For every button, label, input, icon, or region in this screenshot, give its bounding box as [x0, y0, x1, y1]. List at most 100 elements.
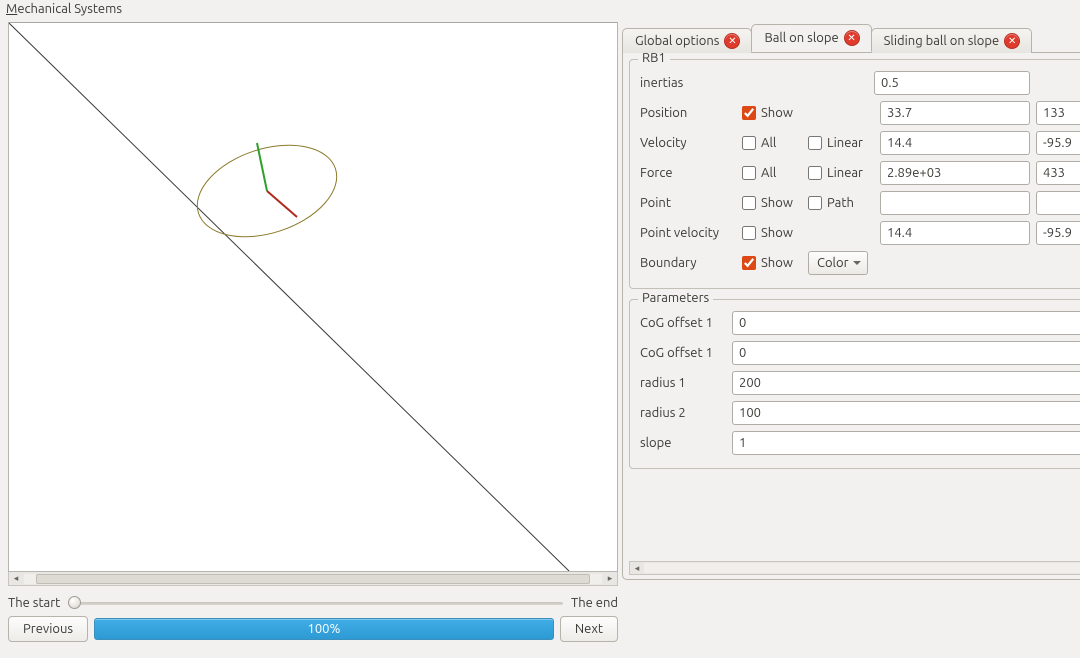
label-slope: slope	[640, 436, 726, 450]
checkbox-velocity-all[interactable]: All	[742, 136, 802, 150]
checkbox-position-show-input[interactable]	[742, 106, 756, 120]
close-icon[interactable]: ✕	[1005, 34, 1019, 48]
progress-bar: 100%	[94, 618, 554, 640]
checkbox-point-path[interactable]: Path	[808, 196, 874, 210]
close-icon[interactable]: ✕	[845, 31, 859, 45]
row-point-velocity: Point velocity Show	[640, 218, 1080, 248]
time-slider-row: The start The end	[8, 596, 618, 610]
simulation-canvas[interactable]	[8, 22, 618, 572]
group-rb1: RB1 inertias Position Show	[629, 59, 1080, 289]
input-radius-2[interactable]	[732, 401, 1080, 425]
scroll-right-icon[interactable]: ▸	[603, 573, 617, 585]
time-slider[interactable]	[68, 596, 563, 610]
title-text: echanical Systems	[17, 2, 122, 16]
checkbox-force-all-input[interactable]	[742, 166, 756, 180]
left-pane: ◂ ▸ The start The end Previous 100%	[0, 20, 618, 640]
window-title: Mechanical Systems	[0, 0, 1080, 20]
previous-button[interactable]: Previous	[8, 616, 88, 642]
group-rb1-legend: RB1	[638, 51, 670, 65]
checkbox-position-show[interactable]: Show	[742, 106, 802, 120]
input-point-2[interactable]	[1036, 191, 1080, 215]
row-cog-offset-1a: CoG offset 1	[640, 308, 1080, 338]
nav-button-row: Previous 100% Next	[8, 616, 618, 642]
next-button[interactable]: Next	[560, 616, 618, 642]
checkbox-boundary-show-label: Show	[761, 256, 793, 270]
scroll-track[interactable]	[644, 563, 1080, 573]
row-boundary: Boundary Show Color	[640, 248, 1080, 278]
checkbox-point-show-input[interactable]	[742, 196, 756, 210]
progress-text: 100%	[307, 622, 340, 636]
scroll-track[interactable]	[24, 574, 602, 584]
checkbox-force-linear-label: Linear	[827, 166, 863, 180]
input-velocity-1[interactable]	[880, 131, 1030, 155]
tab-label: Sliding ball on slope	[884, 34, 1000, 48]
input-pointvel-2[interactable]	[1036, 221, 1080, 245]
tab-ball-on-slope[interactable]: Ball on slope ✕	[751, 24, 871, 52]
label-radius-1: radius 1	[640, 376, 726, 390]
row-radius-2: radius 2	[640, 398, 1080, 428]
checkbox-velocity-linear-input[interactable]	[808, 136, 822, 150]
label-cog-offset-1a: CoG offset 1	[640, 316, 726, 330]
checkbox-velocity-linear-label: Linear	[827, 136, 863, 150]
tab-global-options[interactable]: Global options ✕	[622, 28, 752, 53]
label-velocity: Velocity	[640, 136, 736, 150]
right-pane: Global options ✕ Ball on slope ✕ Sliding…	[618, 20, 1080, 640]
select-boundary-color[interactable]: Color	[808, 251, 868, 275]
input-inertias[interactable]	[874, 71, 1030, 95]
checkbox-pointvel-show-label: Show	[761, 226, 793, 240]
checkbox-point-path-input[interactable]	[808, 196, 822, 210]
panel-horizontal-scrollbar[interactable]: ◂ ▸	[629, 561, 1080, 575]
content-area: ◂ ▸ The start The end Previous 100%	[0, 20, 1080, 640]
checkbox-pointvel-show-input[interactable]	[742, 226, 756, 240]
input-radius-1[interactable]	[732, 371, 1080, 395]
label-position: Position	[640, 106, 736, 120]
input-slope[interactable]	[732, 431, 1080, 455]
checkbox-force-linear-input[interactable]	[808, 166, 822, 180]
select-boundary-color-label: Color	[817, 256, 849, 270]
input-force-2[interactable]	[1036, 161, 1080, 185]
title-mnemonic: M	[6, 2, 17, 16]
label-force: Force	[640, 166, 736, 180]
ball-axis-green	[257, 143, 267, 191]
label-point: Point	[640, 196, 736, 210]
row-position: Position Show	[640, 98, 1080, 128]
tab-panel: RB1 inertias Position Show	[622, 52, 1080, 580]
input-cog-offset-1a[interactable]	[732, 311, 1080, 335]
scroll-thumb[interactable]	[36, 574, 590, 584]
input-velocity-2[interactable]	[1036, 131, 1080, 155]
close-icon[interactable]: ✕	[725, 34, 739, 48]
tab-bar: Global options ✕ Ball on slope ✕ Sliding…	[622, 24, 1080, 52]
tab-sliding-ball-on-slope[interactable]: Sliding ball on slope ✕	[871, 28, 1033, 53]
label-boundary: Boundary	[640, 256, 736, 270]
input-point-1[interactable]	[880, 191, 1030, 215]
checkbox-point-show[interactable]: Show	[742, 196, 802, 210]
checkbox-force-all[interactable]: All	[742, 166, 802, 180]
row-velocity: Velocity All Linear	[640, 128, 1080, 158]
input-pointvel-1[interactable]	[880, 221, 1030, 245]
slider-start-label: The start	[8, 596, 60, 610]
group-parameters-legend: Parameters	[638, 291, 713, 305]
checkbox-pointvel-show[interactable]: Show	[742, 226, 802, 240]
scroll-left-icon[interactable]: ◂	[630, 563, 644, 574]
checkbox-boundary-show-input[interactable]	[742, 256, 756, 270]
row-inertias: inertias	[640, 68, 1080, 98]
checkbox-velocity-linear[interactable]: Linear	[808, 136, 874, 150]
checkbox-boundary-show[interactable]: Show	[742, 256, 802, 270]
input-cog-offset-1b[interactable]	[732, 341, 1080, 365]
checkbox-velocity-all-input[interactable]	[742, 136, 756, 150]
canvas-horizontal-scrollbar[interactable]: ◂ ▸	[8, 572, 618, 586]
tab-label: Global options	[635, 34, 719, 48]
slider-knob[interactable]	[68, 596, 81, 609]
input-force-1[interactable]	[880, 161, 1030, 185]
ball-axis-red	[267, 191, 297, 217]
row-slope: slope	[640, 428, 1080, 458]
scroll-left-icon[interactable]: ◂	[9, 573, 23, 585]
input-position-1[interactable]	[880, 101, 1030, 125]
checkbox-force-linear[interactable]: Linear	[808, 166, 874, 180]
checkbox-velocity-all-label: All	[761, 136, 776, 150]
checkbox-position-show-label: Show	[761, 106, 793, 120]
input-position-2[interactable]	[1036, 101, 1080, 125]
group-parameters: Parameters CoG offset 1 CoG offset 1 rad…	[629, 299, 1080, 469]
app-window: Mechanical Systems ◂ ▸	[0, 0, 1080, 658]
checkbox-point-show-label: Show	[761, 196, 793, 210]
